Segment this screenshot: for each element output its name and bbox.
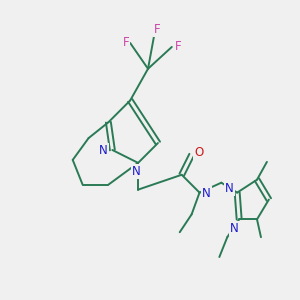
Text: O: O (194, 146, 203, 160)
Text: N: N (202, 187, 211, 200)
Text: N: N (132, 165, 140, 178)
Text: N: N (225, 182, 234, 195)
Text: F: F (123, 37, 130, 50)
Text: N: N (99, 143, 108, 157)
Text: F: F (174, 40, 181, 53)
Text: N: N (230, 222, 239, 235)
Text: F: F (154, 22, 160, 36)
